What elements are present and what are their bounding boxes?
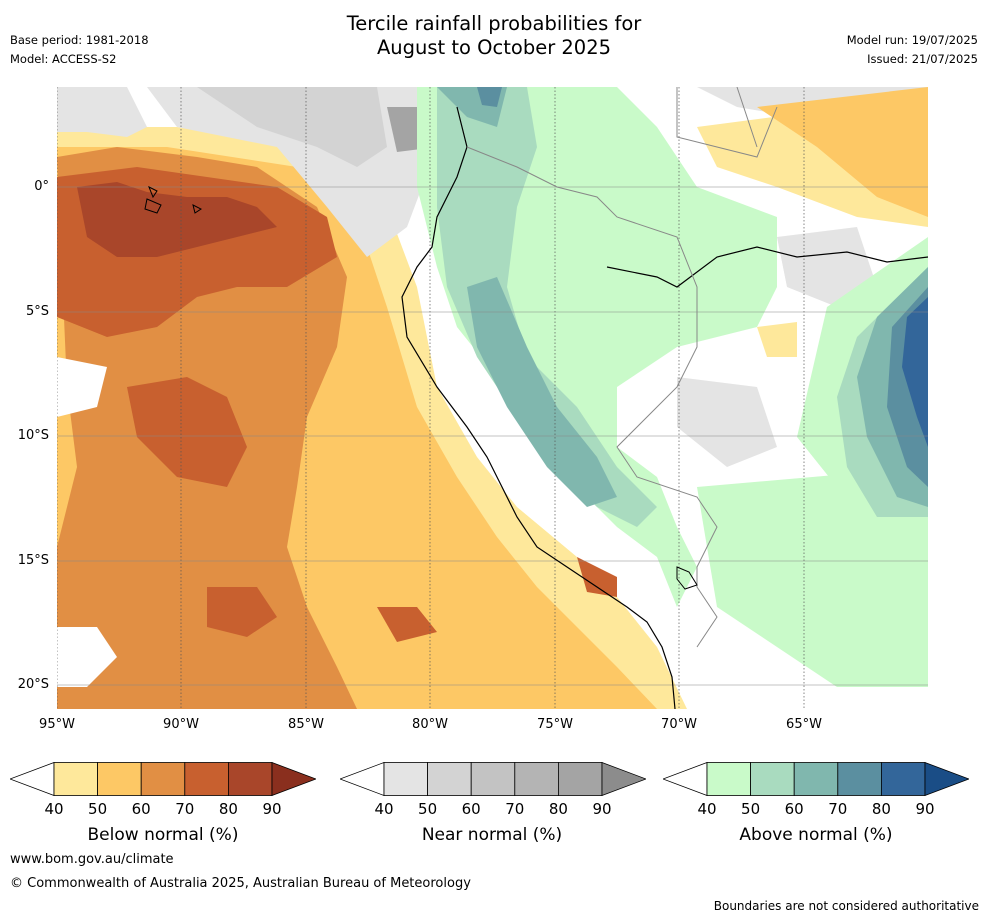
boundaries-disclaimer: Boundaries are not considered authoritat… <box>713 899 979 913</box>
footer-copyright: © Commonwealth of Australia 2025, Austra… <box>10 876 471 891</box>
colorbar-extend-high <box>271 761 318 797</box>
x-tick: 90°W <box>163 717 199 732</box>
colorbar-tick: 70 <box>828 800 848 818</box>
colorbar-tick: 60 <box>461 800 481 818</box>
base-period: Base period: 1981-2018 <box>10 33 149 47</box>
country-borders <box>466 87 778 648</box>
colorbar-segment <box>53 762 98 796</box>
x-tick: 85°W <box>288 717 324 732</box>
y-tick: 0° <box>34 179 49 194</box>
colorbar-segment <box>837 762 882 796</box>
colorbar-segment <box>227 762 273 796</box>
colorbar-extend-high <box>601 761 648 797</box>
colorbar-tick: 50 <box>741 800 761 818</box>
lake-titicaca <box>676 566 698 590</box>
colorbar-label-above: Above normal (%) <box>739 825 893 845</box>
colorbar-segment <box>557 762 603 796</box>
colorbar-tick: 90 <box>915 800 935 818</box>
map-title: Tercile rainfall probabilities for Augus… <box>0 12 988 60</box>
colorbar-tick: 40 <box>697 800 717 818</box>
y-tick: 20°S <box>17 677 49 692</box>
colorbar-extend-low <box>338 761 385 797</box>
colorbar-segment <box>427 762 472 796</box>
colorbar-near-normal <box>338 761 648 797</box>
colorbar-tick: 80 <box>871 800 891 818</box>
colorbar-tick: 50 <box>88 800 108 818</box>
amazon-river <box>606 246 928 288</box>
x-tick: 95°W <box>39 717 75 732</box>
rainfall-map <box>57 87 928 709</box>
colorbar-segment <box>750 762 795 796</box>
above-normal-region <box>417 87 928 687</box>
colorbar-below-normal <box>8 761 318 797</box>
x-tick: 65°W <box>786 717 822 732</box>
colorbar-segment <box>383 762 428 796</box>
model-name: Model: ACCESS-S2 <box>10 52 117 66</box>
colorbar-segment <box>140 762 186 796</box>
coastline <box>401 106 676 709</box>
colorbar-tick: 90 <box>592 800 612 818</box>
colorbar-tick: 60 <box>131 800 151 818</box>
colorbar-tick: 50 <box>418 800 438 818</box>
colorbar-extend-low <box>8 761 55 797</box>
title-line-2: August to October 2025 <box>376 36 612 59</box>
colorbar-extend-high <box>924 761 971 797</box>
meta-right: Model run: 19/07/2025 Issued: 21/07/2025 <box>847 31 978 69</box>
galapagos-islands <box>144 185 202 214</box>
map-svg <box>57 87 928 709</box>
colorbar-segment <box>470 762 516 796</box>
colorbar-segment <box>97 762 142 796</box>
colorbar-segment <box>880 762 926 796</box>
x-tick: 75°W <box>537 717 573 732</box>
colorbar-label-below: Below normal (%) <box>87 825 239 845</box>
x-tick: 80°W <box>412 717 448 732</box>
colorbar-segment <box>514 762 559 796</box>
colorbar-tick: 70 <box>175 800 195 818</box>
y-tick: 10°S <box>17 428 49 443</box>
colorbar-segment <box>793 762 839 796</box>
y-tick: 15°S <box>17 553 49 568</box>
latitude-lines <box>57 186 928 686</box>
colorbar-tick: 90 <box>262 800 282 818</box>
colorbar-near-svg <box>338 761 648 797</box>
footer-url[interactable]: www.bom.gov.au/climate <box>10 852 174 867</box>
issued-date: Issued: 21/07/2025 <box>867 52 978 66</box>
x-tick: 70°W <box>661 717 697 732</box>
model-run: Model run: 19/07/2025 <box>846 33 978 47</box>
colorbar-below-svg <box>8 761 318 797</box>
colorbar-tick: 70 <box>505 800 525 818</box>
meta-left: Base period: 1981-2018 Model: ACCESS-S2 <box>10 31 149 69</box>
y-tick: 5°S <box>25 304 49 319</box>
title-line-1: Tercile rainfall probabilities for <box>346 12 642 35</box>
colorbar-tick: 80 <box>218 800 238 818</box>
colorbar-tick: 80 <box>548 800 568 818</box>
colorbar-segment <box>706 762 751 796</box>
below-normal-region <box>57 87 687 709</box>
colorbar-segment <box>184 762 229 796</box>
colorbar-above-svg <box>661 761 971 797</box>
colorbar-above-normal <box>661 761 971 797</box>
colorbar-tick: 40 <box>374 800 394 818</box>
colorbar-tick: 60 <box>784 800 804 818</box>
graticule <box>57 87 805 709</box>
colorbar-tick: 40 <box>44 800 64 818</box>
northeast-below-patch <box>697 87 928 357</box>
colorbar-label-near: Near normal (%) <box>421 825 563 845</box>
colorbar-extend-low <box>661 761 708 797</box>
